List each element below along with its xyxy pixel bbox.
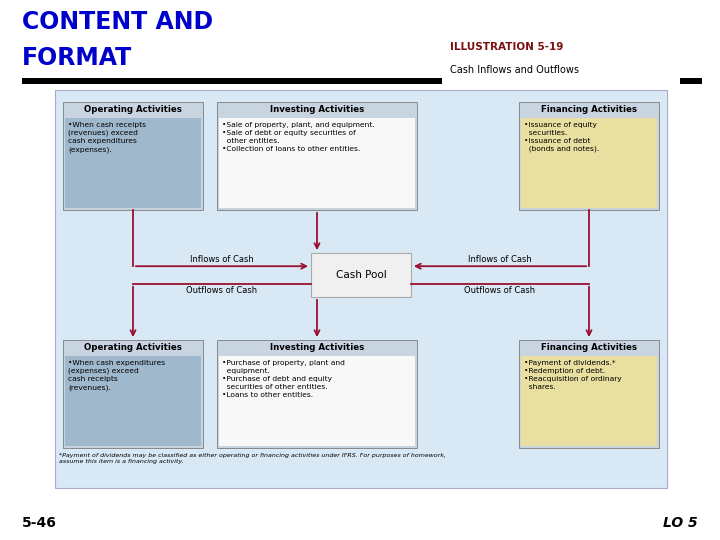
Text: Operating Activities: Operating Activities [84, 105, 182, 114]
Bar [519, 340, 659, 448]
Bar [55, 90, 667, 488]
Text: 5-46: 5-46 [22, 516, 57, 530]
Bar [22, 78, 442, 84]
Text: Investing Activities: Investing Activities [270, 343, 364, 353]
Bar [63, 340, 203, 448]
Bar [519, 102, 659, 210]
Text: •Purchase of property, plant and
  equipment.
•Purchase of debt and equity
  sec: •Purchase of property, plant and equipme… [222, 360, 345, 398]
Bar [521, 356, 657, 446]
Text: •When cash receipts
(revenues) exceed
cash expenditures
(expenses).: •When cash receipts (revenues) exceed ca… [68, 122, 146, 153]
Text: •When cash expenditures
(expenses) exceed
cash receipts
(revenues).: •When cash expenditures (expenses) excee… [68, 360, 165, 391]
Text: Financing Activities: Financing Activities [541, 105, 637, 114]
Text: Operating Activities: Operating Activities [84, 343, 182, 353]
Text: FORMAT: FORMAT [22, 46, 132, 70]
Text: Financing Activities: Financing Activities [541, 343, 637, 353]
Text: Inflows of Cash: Inflows of Cash [190, 255, 254, 264]
Text: Inflows of Cash: Inflows of Cash [468, 255, 532, 264]
Text: Investing Activities: Investing Activities [270, 105, 364, 114]
Bar [680, 78, 702, 84]
Bar [311, 253, 411, 297]
Text: •Payment of dividends.*
•Redemption of debt.
•Reacquisition of ordinary
  shares: •Payment of dividends.* •Redemption of d… [524, 360, 622, 390]
Bar [63, 102, 203, 210]
Bar [217, 102, 417, 210]
Text: ILLUSTRATION 5-19: ILLUSTRATION 5-19 [450, 42, 563, 52]
Bar [219, 356, 415, 446]
Text: LO 5: LO 5 [663, 516, 698, 530]
Text: Outflows of Cash: Outflows of Cash [464, 286, 536, 295]
Text: Outflows of Cash: Outflows of Cash [186, 286, 258, 295]
Text: CONTENT AND: CONTENT AND [22, 10, 213, 34]
Text: Cash Pool: Cash Pool [336, 270, 387, 280]
Bar [65, 356, 201, 446]
Bar [65, 118, 201, 208]
Bar [219, 118, 415, 208]
Bar [217, 340, 417, 448]
Text: Cash Inflows and Outflows: Cash Inflows and Outflows [450, 65, 579, 75]
Bar [521, 118, 657, 208]
Text: •Sale of property, plant, and equipment.
•Sale of debt or equity securities of
 : •Sale of property, plant, and equipment.… [222, 122, 374, 152]
Text: *Payment of dividends may be classified as either operating or financing activit: *Payment of dividends may be classified … [59, 453, 446, 464]
Text: •Issuance of equity
  securities.
•Issuance of debt
  (bonds and notes).: •Issuance of equity securities. •Issuanc… [524, 122, 599, 152]
